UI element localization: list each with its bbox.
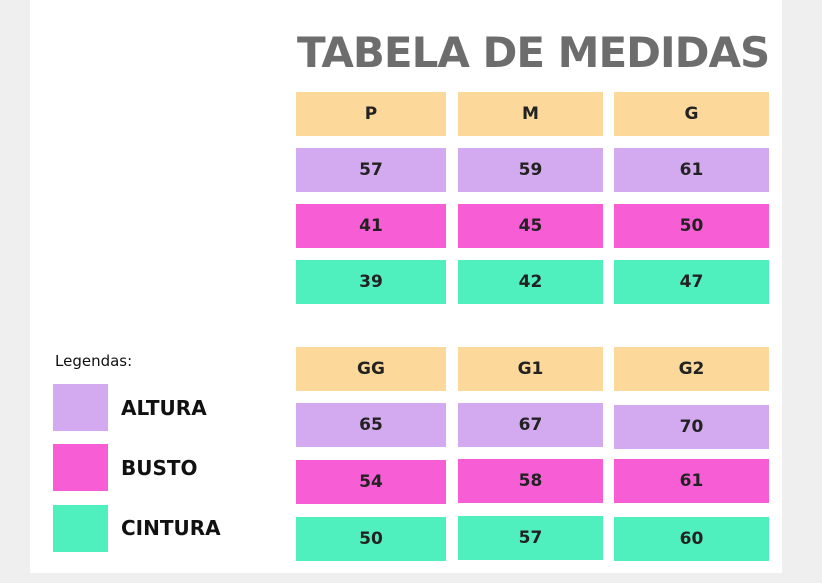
busto-cell: 45 bbox=[458, 204, 603, 248]
size-header-cell: M bbox=[458, 92, 603, 136]
cintura-cell: 42 bbox=[458, 260, 603, 304]
cintura-cell: 39 bbox=[296, 260, 446, 304]
altura-cell: 70 bbox=[614, 405, 769, 449]
legend-title: Legendas: bbox=[55, 352, 133, 370]
altura-cell: 67 bbox=[458, 403, 603, 447]
size-header-cell: G1 bbox=[458, 347, 603, 391]
cintura-cell: 60 bbox=[614, 517, 769, 561]
cintura-cell: 57 bbox=[458, 516, 603, 560]
cintura-cell: 47 bbox=[614, 260, 769, 304]
cintura-cell: 50 bbox=[296, 517, 446, 561]
size-header-cell: G2 bbox=[614, 347, 769, 391]
cintura-legend-swatch bbox=[53, 505, 108, 552]
busto-cell: 61 bbox=[614, 459, 769, 503]
size-header-cell: P bbox=[296, 92, 446, 136]
busto-legend-label: BUSTO bbox=[121, 456, 198, 480]
altura-legend-label: ALTURA bbox=[121, 396, 207, 420]
busto-cell: 54 bbox=[296, 460, 446, 504]
busto-cell: 50 bbox=[614, 204, 769, 248]
cintura-legend-label: CINTURA bbox=[121, 516, 221, 540]
page-title: TABELA DE MEDIDAS bbox=[297, 28, 770, 77]
altura-cell: 61 bbox=[614, 148, 769, 192]
size-header-cell: G bbox=[614, 92, 769, 136]
busto-legend-swatch bbox=[53, 444, 108, 491]
altura-cell: 59 bbox=[458, 148, 603, 192]
altura-cell: 57 bbox=[296, 148, 446, 192]
altura-cell: 65 bbox=[296, 403, 446, 447]
altura-legend-swatch bbox=[53, 384, 108, 431]
busto-cell: 41 bbox=[296, 204, 446, 248]
size-header-cell: GG bbox=[296, 347, 446, 391]
busto-cell: 58 bbox=[458, 459, 603, 503]
